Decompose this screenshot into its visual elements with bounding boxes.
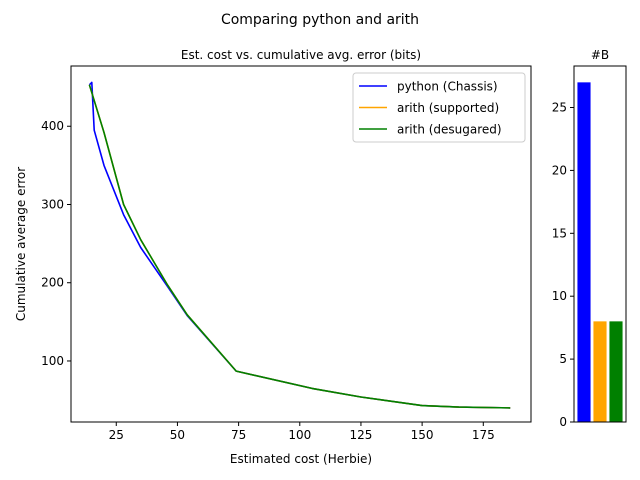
bar-y-tick-label: 20: [552, 163, 567, 177]
figure-suptitle: Comparing python and arith: [221, 12, 419, 28]
x-tick-label: 75: [231, 428, 246, 442]
bar-chart-ticks: 0 5 10 15 20 25: [552, 101, 574, 429]
bar-2: [609, 321, 623, 422]
bar-chart-bars: [577, 82, 623, 422]
bar-y-tick-label: 10: [552, 289, 567, 303]
bar-y-tick-label: 15: [552, 226, 567, 240]
x-tick-label: 125: [349, 428, 372, 442]
legend-entries: python (Chassis) arith (supported) arith (…: [359, 80, 502, 137]
line-chart-frame: [70, 65, 532, 423]
bar-1: [593, 321, 607, 422]
bar-y-tick-label: 25: [552, 101, 567, 115]
bar-chart-title: #B: [591, 48, 609, 62]
y-tick-label: 400: [41, 119, 64, 133]
x-tick-label: 50: [170, 428, 185, 442]
x-tick-label: 175: [472, 428, 495, 442]
legend-label-0: python (Chassis): [397, 80, 498, 94]
line-chart-ticks: 25 50 75 100 125 150 175 100 200 300 400: [41, 119, 495, 442]
bar-0: [577, 82, 591, 422]
line-chart-title: Est. cost vs. cumulative avg. error (bit…: [181, 48, 421, 62]
x-tick-label: 150: [411, 428, 434, 442]
legend: python (Chassis) arith (supported) arith (…: [352, 72, 526, 143]
line-chart-series: [88, 81, 511, 409]
y-tick-label: 100: [41, 354, 64, 368]
legend-label-1: arith (supported): [397, 101, 499, 115]
bar-chart-panel: #B 0 5 10 15 20 25: [552, 48, 627, 429]
bar-y-tick-label: 0: [559, 415, 567, 429]
line-chart-xlabel: Estimated cost (Herbie): [230, 452, 372, 466]
bar-y-tick-label: 5: [559, 352, 567, 366]
line-chart-panel: Est. cost vs. cumulative avg. error (bit…: [14, 48, 532, 466]
y-tick-label: 300: [41, 197, 64, 211]
x-tick-label: 100: [288, 428, 311, 442]
y-tick-label: 200: [41, 276, 64, 290]
series-line-2: [88, 84, 511, 409]
x-tick-label: 25: [109, 428, 124, 442]
line-chart-ylabel: Cumulative average error: [14, 167, 28, 321]
bar-chart-frame: [573, 65, 627, 423]
legend-box: [352, 72, 526, 143]
legend-label-2: arith (desugared): [397, 123, 502, 137]
